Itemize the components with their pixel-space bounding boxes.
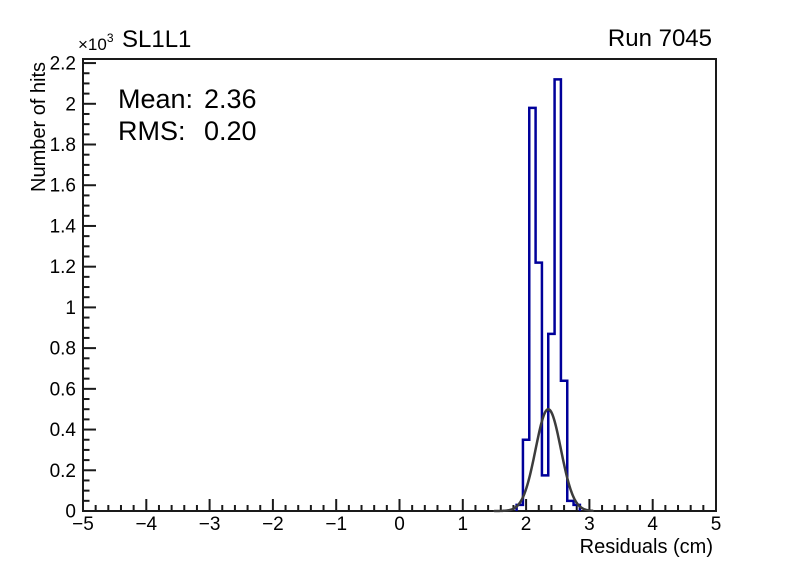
x-tick-label: 4 [647,514,658,535]
x-tick-label: −4 [135,514,157,535]
y-tick-label: 0.2 [50,461,76,482]
x-tick-label: −5 [72,514,94,535]
x-tick-label: −3 [199,514,221,535]
x-tick-label: −2 [262,514,284,535]
y-tick-label: 2 [65,94,76,115]
data-series [493,78,594,513]
stat-mean-label: Mean: [118,84,193,114]
stat-mean-value: 2.36 [204,84,257,114]
y-tick-label: 0 [65,502,76,523]
stats-box: Mean: 2.36 RMS: 0.20 [118,84,257,146]
plot-frame [82,58,717,512]
stat-rms-label: RMS: [118,116,186,146]
x-axis-title: Residuals (cm) [580,536,713,558]
x-tick-label: 5 [711,514,722,535]
histogram-line [515,78,582,511]
y-tick-label: 2.2 [50,54,76,75]
run-label: Run 7045 [608,25,712,52]
page-title: SL1L1 [122,26,191,53]
y-tick-label: 1.6 [50,176,76,197]
y-axis-multiplier-base: ×10 [78,35,107,54]
y-axis-multiplier-exponent: 3 [107,31,114,45]
y-tick-label: 1.4 [50,216,77,237]
x-tick-label: 0 [394,514,405,535]
y-tick-label: 0.4 [50,420,77,441]
axis-tick-labels: −5 −4 −3 −2 −1 0 1 2 3 4 5 0 0.2 0.4 0.6 0.8 1 1.2 1.4 1.6 1… [50,54,722,535]
y-tick-label: 1.2 [50,257,76,278]
x-tick-label: 3 [584,514,595,535]
y-tick-label: 1.8 [50,135,76,156]
y-axis-multiplier: ×103 [78,31,114,54]
x-tick-label: 2 [521,514,532,535]
stat-rms-value: 0.20 [204,116,257,146]
x-tick-label: 1 [458,514,469,535]
x-tick-label: −1 [325,514,347,535]
fit-curve [493,407,594,513]
y-tick-label: 0.6 [50,379,76,400]
y-tick-label: 1 [65,298,76,319]
y-tick-label: 0.8 [50,339,76,360]
y-axis-title: Number of hits [28,62,50,192]
